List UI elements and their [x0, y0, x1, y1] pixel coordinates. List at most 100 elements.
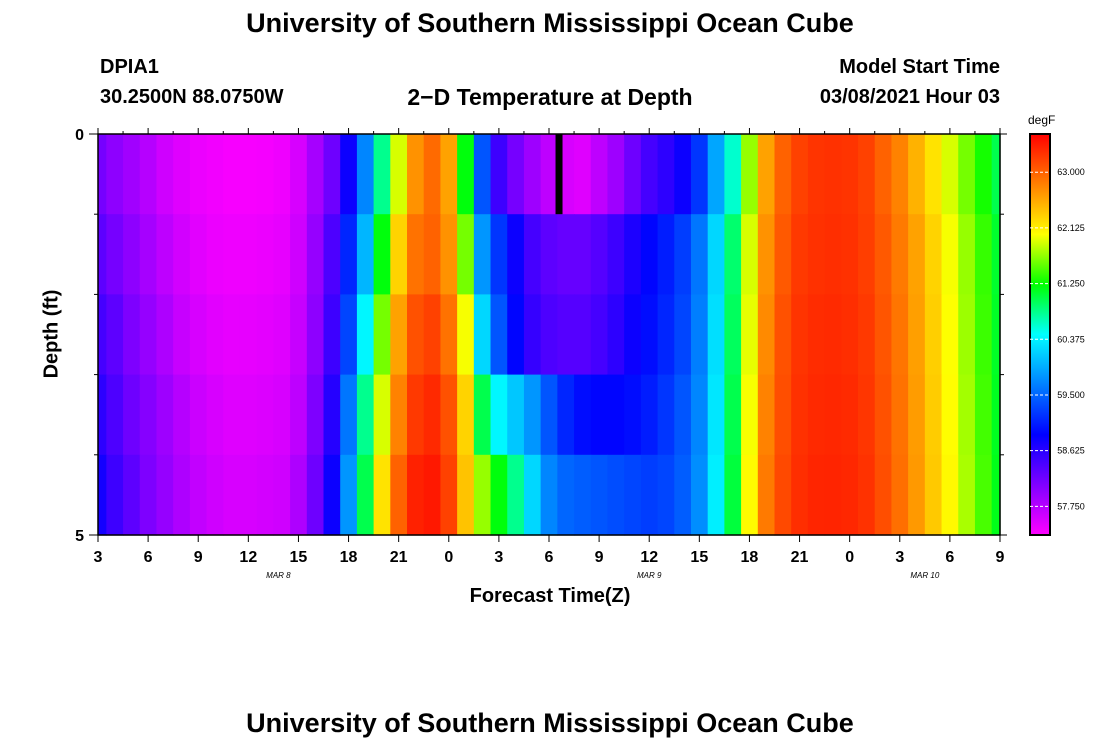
- heatmap-cell: [407, 214, 425, 295]
- heatmap-cell: [223, 294, 241, 376]
- heatmap-cell: [256, 454, 274, 536]
- heatmap-cell: [941, 294, 959, 376]
- heatmap-cell: [340, 454, 358, 536]
- heatmap-cell: [690, 214, 709, 295]
- heatmap-cell: [590, 454, 609, 536]
- heatmap-cell: [974, 134, 993, 215]
- heatmap-cell: [423, 214, 442, 295]
- heatmap-cell: [139, 134, 158, 215]
- heatmap-cell: [356, 374, 375, 456]
- heatmap-cell: [390, 214, 408, 295]
- heatmap-cell: [924, 214, 943, 295]
- y-tick-label: 5: [75, 528, 84, 545]
- heatmap-cell: [958, 134, 976, 215]
- heatmap-cell: [858, 214, 876, 295]
- heatmap-cell: [407, 134, 425, 215]
- heatmap-cell: [340, 374, 358, 456]
- heatmap-cell: [457, 134, 475, 215]
- heatmap-cell: [256, 214, 274, 295]
- heatmap-cell: [189, 134, 208, 215]
- heatmap-cell: [590, 294, 609, 376]
- heatmap-cell: [423, 134, 442, 215]
- plot-title: 2−D Temperature at Depth: [407, 84, 693, 110]
- heatmap-cell: [323, 294, 341, 376]
- heatmap-cell: [156, 294, 174, 376]
- heatmap-cell: [306, 454, 325, 536]
- heatmap-cell: [540, 134, 558, 215]
- heatmap-cell: [340, 294, 358, 376]
- heatmap-cell: [841, 134, 859, 215]
- heatmap-cell: [106, 294, 124, 376]
- colorbar-tick-label: 59.500: [1057, 390, 1085, 400]
- heatmap-cell: [523, 214, 542, 295]
- heatmap-cell: [390, 374, 408, 456]
- heatmap-cell: [206, 134, 224, 215]
- heatmap-cell: [223, 214, 241, 295]
- heatmap-cell: [674, 454, 692, 536]
- x-tick-label: 12: [239, 549, 257, 566]
- heatmap-cell: [106, 134, 124, 215]
- heatmap-cell: [640, 294, 659, 376]
- heatmap-cell: [440, 294, 458, 376]
- colorbar-ticks: 57.750 58.625 59.500 60.375 61.250 62.125 63.0…: [1030, 167, 1085, 511]
- heatmap-cell: [457, 294, 475, 376]
- heatmap-cell: [774, 214, 792, 295]
- heatmap-cell: [356, 214, 375, 295]
- heatmap-cell: [991, 454, 1001, 536]
- heatmap-cell: [640, 134, 659, 215]
- heatmap-cell: [173, 454, 191, 536]
- heatmap-cell: [674, 214, 692, 295]
- heatmap-cell: [624, 374, 642, 456]
- heatmap-cell: [607, 214, 625, 295]
- heatmap-cell: [891, 214, 909, 295]
- x-tick-label: 21: [390, 549, 408, 566]
- heatmap-cell: [523, 454, 542, 536]
- heatmap-cell: [98, 454, 107, 536]
- heatmap-cell: [791, 374, 809, 456]
- colorbar-tick-label: 58.625: [1057, 446, 1085, 456]
- heatmap-cell: [757, 214, 776, 295]
- heatmap-cell: [908, 294, 926, 376]
- heatmap-cell: [724, 374, 742, 456]
- heatmap-cell: [958, 374, 976, 456]
- x-tick-label: 18: [340, 549, 358, 566]
- heatmap-cell: [841, 214, 859, 295]
- heatmap-cell: [958, 214, 976, 295]
- heatmap-cell: [707, 294, 725, 376]
- heatmap-cell: [440, 374, 458, 456]
- heatmap-cell: [590, 214, 609, 295]
- heatmap-cell: [407, 294, 425, 376]
- heatmap-cell: [206, 214, 224, 295]
- heatmap-cell: [457, 454, 475, 536]
- heatmap-cell: [874, 214, 893, 295]
- heatmap-cell: [507, 454, 525, 536]
- heatmap-cell: [273, 374, 291, 456]
- heatmap-cell: [123, 294, 141, 376]
- heatmap-cell: [741, 214, 759, 295]
- heatmap-cell: [991, 214, 1001, 295]
- heatmap-cell: [858, 294, 876, 376]
- missing-data-marker: [555, 134, 563, 215]
- heatmap-cell: [657, 454, 675, 536]
- page-title: University of Southern Mississippi Ocean…: [246, 8, 854, 38]
- heatmap-cell: [273, 134, 291, 215]
- x-tick-label: 21: [791, 549, 809, 566]
- heatmap-cell: [824, 374, 842, 456]
- heatmap-cell: [874, 454, 893, 536]
- heatmap-cell: [490, 214, 508, 295]
- heatmap-cell: [290, 454, 308, 536]
- heatmap-cell: [407, 374, 425, 456]
- heatmap-cell: [490, 134, 508, 215]
- date-label: MAR 8: [266, 571, 291, 580]
- x-tick-label: 6: [545, 549, 554, 566]
- heatmap-cell: [640, 454, 659, 536]
- heatmap-cell: [139, 214, 158, 295]
- heatmap-cell: [841, 454, 859, 536]
- heatmap-cell: [306, 214, 325, 295]
- heatmap-cell: [98, 214, 107, 295]
- heatmap-cell: [523, 294, 542, 376]
- model-start-label: Model Start Time: [839, 56, 1000, 78]
- heatmap-cell: [206, 294, 224, 376]
- heatmap-cell: [607, 294, 625, 376]
- heatmap-cell: [173, 214, 191, 295]
